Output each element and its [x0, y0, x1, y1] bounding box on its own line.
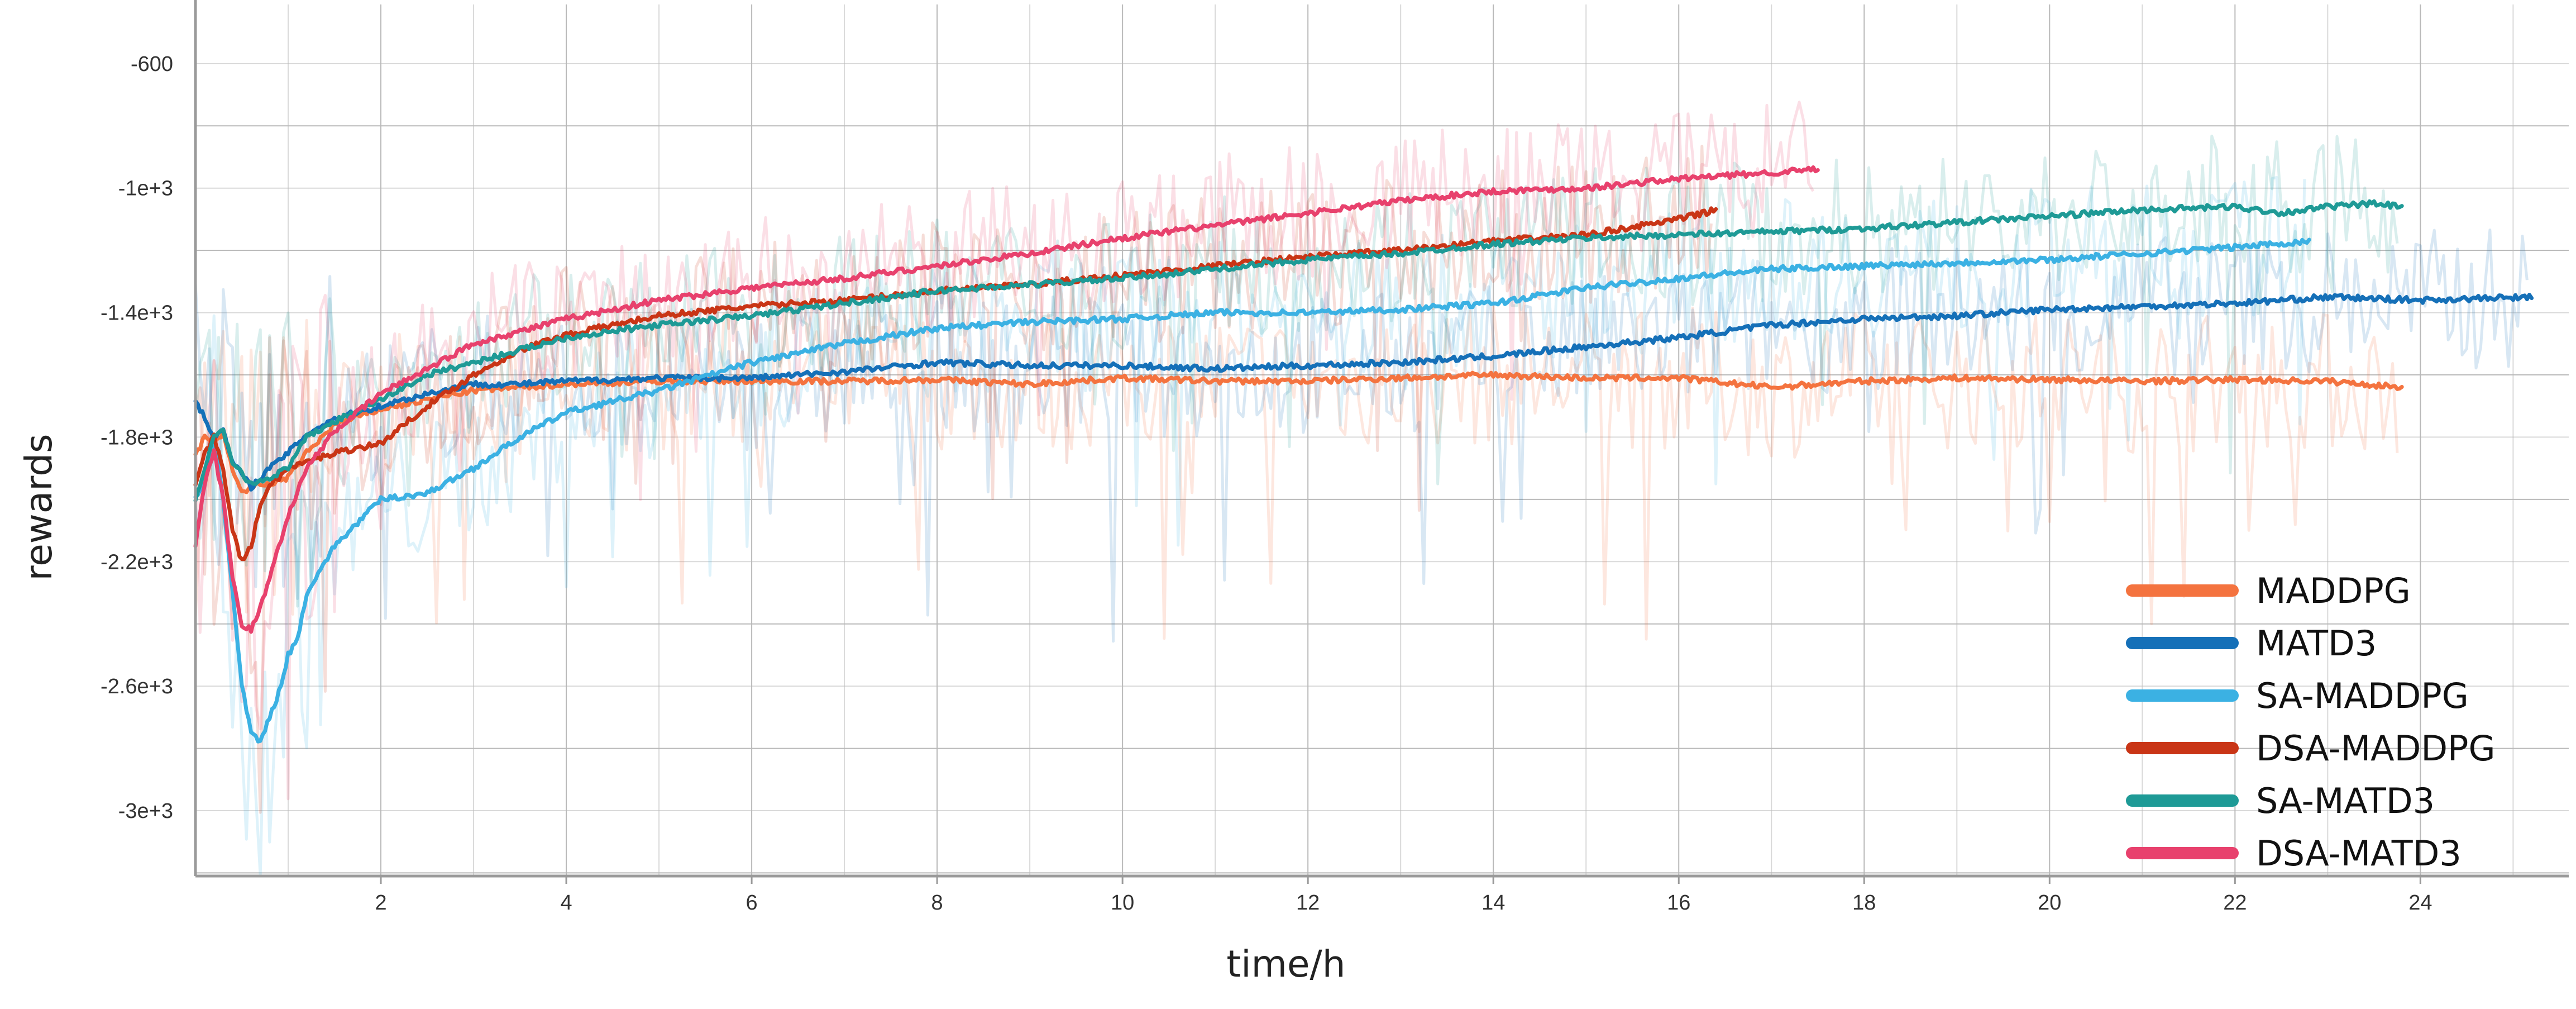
x-tick-label: 18: [1852, 891, 1876, 915]
series-line-matd3: [193, 293, 2534, 492]
raw-reward-traces: [194, 101, 2529, 878]
legend-label: MADDPG: [2256, 570, 2411, 611]
legend-label: SA-MATD3: [2256, 780, 2435, 821]
x-tick-label: 22: [2223, 891, 2247, 915]
y-axis-label: rewards: [17, 434, 60, 581]
legend: MADDPG MATD3 SA-MADDPG DSA-MADDPG SA-MATD3 DS…: [2126, 570, 2496, 874]
x-tick-label: 10: [1111, 891, 1134, 915]
raw-trace-sa-maddpg: [194, 176, 2306, 878]
x-tick-label: 16: [1667, 891, 1690, 915]
y-tick-label: -2.6e+3: [101, 675, 173, 698]
x-tick-label: 2: [375, 891, 386, 915]
grid: [195, 4, 2569, 876]
axes: 2 4 6 8 10 12 14 16 18 20 22 24-600-1e+3-1.4e+3-1.8…: [101, 0, 2569, 915]
x-tick-label: 6: [746, 891, 758, 915]
y-tick-label: -600: [131, 53, 173, 76]
legend-label: MATD3: [2256, 623, 2377, 664]
raw-trace-maddpg: [194, 304, 2399, 641]
x-tick-label: 14: [1481, 891, 1505, 915]
legend-label: SA-MADDPG: [2256, 675, 2469, 716]
x-tick-label: 24: [2408, 891, 2432, 915]
x-axis-label: time/h: [1226, 943, 1345, 986]
y-tick-label: -1.4e+3: [101, 302, 173, 325]
smoothed-series: [193, 165, 2534, 744]
y-tick-label: -1.8e+3: [101, 426, 173, 449]
legend-label: DSA-MATD3: [2256, 833, 2462, 874]
raw-trace-dsa-maddpg: [194, 145, 1713, 814]
x-tick-label: 4: [560, 891, 572, 915]
y-tick-label: -1e+3: [118, 177, 173, 201]
y-tick-label: -3e+3: [118, 799, 173, 823]
series-line-sa-matd3: [193, 199, 2404, 503]
x-tick-label: 20: [2038, 891, 2061, 915]
x-tick-label: 8: [931, 891, 943, 915]
y-tick-label: -2.2e+3: [101, 550, 173, 574]
series-line-dsa-matd3: [193, 165, 1820, 634]
series-line-sa-maddpg: [193, 237, 2311, 744]
legend-label: DSA-MADDPG: [2256, 728, 2496, 769]
x-tick-label: 12: [1296, 891, 1320, 915]
raw-trace-dsa-matd3: [194, 101, 1815, 801]
